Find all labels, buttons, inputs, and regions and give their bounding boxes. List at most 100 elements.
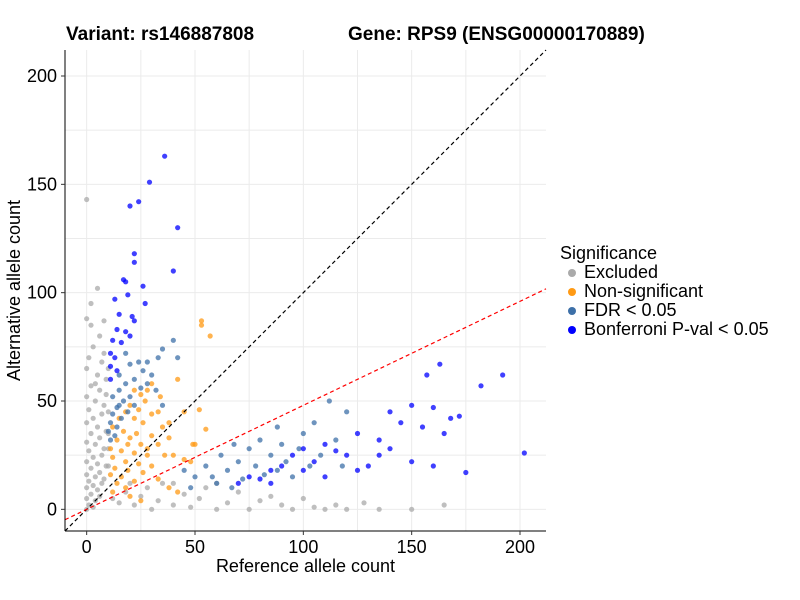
data-point (224, 467, 231, 473)
data-point (84, 196, 90, 203)
data-point (153, 387, 159, 393)
legend-title: Significance (560, 243, 658, 263)
data-point (365, 463, 371, 469)
data-point (127, 480, 133, 486)
data-point (144, 452, 150, 458)
data-point (110, 489, 116, 495)
data-point (463, 469, 469, 476)
data-point (90, 415, 96, 421)
legend-item-bonferroni: Bonferroni P-val < 0.05 (560, 320, 769, 339)
data-point (90, 504, 96, 510)
data-point (409, 402, 415, 408)
y-tick-label: 50 (37, 391, 57, 411)
data-point (112, 296, 118, 302)
data-point (283, 459, 289, 465)
data-point (175, 225, 181, 231)
data-point (131, 387, 137, 393)
data-point (88, 430, 94, 437)
data-point (110, 424, 116, 430)
data-point (105, 428, 111, 434)
data-point (521, 450, 527, 456)
data-point (246, 506, 252, 512)
data-point (190, 441, 196, 447)
data-point (224, 500, 231, 506)
data-point (97, 333, 103, 339)
data-point (84, 316, 90, 322)
data-point (279, 502, 285, 508)
data-point (170, 337, 176, 343)
data-point (114, 480, 120, 486)
data-point (162, 452, 168, 458)
data-point (322, 474, 328, 480)
data-point (441, 430, 447, 437)
legend-dot-icon (568, 268, 576, 277)
data-point (114, 368, 120, 374)
data-point (261, 472, 267, 478)
data-point (376, 506, 382, 512)
data-point (136, 359, 142, 365)
data-point (131, 376, 137, 382)
data-point (127, 493, 133, 499)
data-point (94, 487, 101, 493)
data-point (188, 459, 194, 465)
data-point (181, 456, 187, 463)
data-point (138, 385, 144, 391)
data-point (101, 318, 107, 324)
data-point (170, 452, 176, 458)
data-point (116, 311, 122, 317)
data-point (99, 452, 105, 458)
data-point (279, 441, 285, 447)
y-axis-label: Alternative allele count (4, 200, 24, 381)
data-point (142, 398, 148, 404)
data-point (387, 409, 393, 415)
variant-title: Variant: rs146887808 (66, 24, 255, 45)
data-point (409, 459, 415, 465)
legend-label: Non-significant (584, 281, 704, 301)
data-point (181, 491, 187, 497)
data-point (144, 485, 150, 491)
data-point (274, 424, 280, 430)
data-point (170, 502, 176, 508)
data-point (84, 495, 90, 502)
data-point (157, 394, 163, 400)
data-point (133, 430, 140, 437)
data-point (376, 437, 382, 443)
data-point (344, 452, 350, 458)
data-point (257, 476, 263, 482)
data-point (424, 372, 430, 378)
data-point (131, 502, 137, 508)
data-point (131, 402, 137, 408)
data-point (110, 394, 116, 400)
data-point (155, 355, 161, 361)
data-point (105, 409, 111, 415)
data-point (120, 428, 127, 434)
data-point (322, 506, 328, 512)
data-point (103, 391, 109, 398)
data-point (118, 415, 124, 421)
expected-ratio-reference-line (64, 288, 547, 521)
data-point (229, 485, 235, 491)
legend-dot-icon (568, 287, 576, 296)
data-point (170, 268, 176, 274)
data-point (116, 372, 122, 378)
legend-item-fdr: FDR < 0.05 (560, 301, 769, 320)
data-point (86, 407, 92, 413)
data-point (159, 424, 166, 430)
data-point (94, 372, 101, 378)
identity-reference-line (64, 49, 547, 532)
data-point (149, 411, 155, 417)
data-point (123, 329, 129, 335)
data-point (198, 318, 205, 324)
data-point (175, 489, 181, 495)
data-point (253, 463, 259, 469)
data-point (144, 381, 150, 387)
data-point (268, 452, 274, 458)
x-axis-label: Reference allele count (216, 556, 395, 576)
data-point (140, 283, 146, 289)
data-point (120, 398, 127, 404)
data-point (112, 433, 118, 439)
data-point (300, 467, 306, 473)
data-point (99, 411, 105, 417)
data-point (175, 376, 181, 382)
